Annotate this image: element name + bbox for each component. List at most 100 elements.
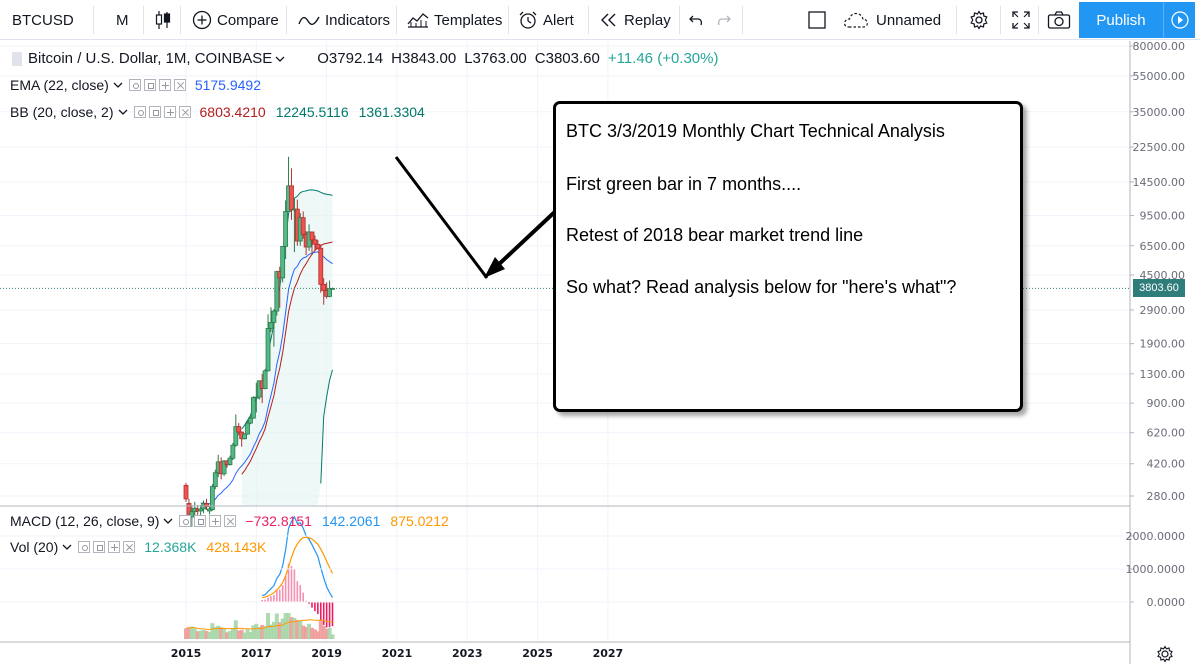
macd-signal-value: 875.0212 [390,513,449,529]
price-axis[interactable]: 80000.00 55000.00 35000.00 22500.00 14500.00… [1130,41,1185,503]
volume-bar [254,623,259,639]
candle [318,244,324,293]
chart-area[interactable]: 80000.00 55000.00 35000.00 22500.00 14500.00… [0,41,1200,664]
publish-button[interactable]: Publish [1079,2,1163,38]
add-icon[interactable] [158,79,171,91]
alert-button[interactable]: Alert [518,0,574,40]
price-axis-label: 1300.00 [1140,368,1186,381]
interval-label: M [116,11,129,29]
macd-hist-value: −732.8151 [245,513,312,529]
chevron-down-icon[interactable] [113,81,123,89]
macd-axis-label: 1000.0000 [1126,563,1186,576]
candle-body [283,211,289,247]
candle-body [271,310,277,323]
compare-button[interactable]: Compare [192,0,279,40]
price-axis-label: 22500.00 [1133,141,1186,154]
volume-bar [298,620,303,639]
candle-body [227,457,233,466]
close-icon[interactable] [173,79,186,91]
bb-legend[interactable]: BB (20, close, 2) 6803.4210 12245.5116 1… [10,104,435,120]
ema-legend-controls[interactable] [128,79,189,91]
chevron-down-icon[interactable] [163,517,173,525]
fullscreen-button[interactable] [1011,0,1031,40]
candle [250,396,256,419]
interval-button[interactable]: M [116,0,129,40]
candle [289,168,294,220]
templates-button[interactable]: Templates [407,0,502,40]
annotation-callout[interactable]: BTC 3/3/2019 Monthly Chart Technical Ana… [553,101,1023,412]
close-icon[interactable] [224,515,237,527]
publish-menu-button[interactable] [1163,2,1195,38]
annotation-line: Retest of 2018 bear market trend line [566,225,864,245]
volume-bar [309,627,314,639]
eye-icon[interactable] [78,541,91,553]
add-icon[interactable] [209,515,222,527]
gear-icon[interactable] [148,106,161,118]
price-axis-label: 280.00 [1147,490,1186,503]
volume-bar [227,631,232,639]
volume-bar [213,626,218,639]
toolbar-divider [1000,6,1001,34]
chart-settings-gear-icon[interactable] [1157,645,1173,663]
volume-bar [312,629,317,639]
volume-bar [219,627,224,639]
chevron-down-icon[interactable] [118,108,128,116]
compare-label: Compare [217,11,279,29]
volume-bar [198,630,203,639]
add-icon[interactable] [108,541,121,553]
gear-icon[interactable] [143,79,156,91]
bb-legend-controls[interactable] [133,106,194,118]
layout-name-button[interactable]: Unnamed [843,0,941,40]
price-axis-label: 14500.00 [1133,176,1186,189]
volume-bars [184,613,335,639]
chevron-down-icon[interactable] [62,543,72,551]
macd-legend[interactable]: MACD (12, 26, close, 9) −732.8151 142.20… [10,513,459,529]
candle-body [189,511,195,518]
gear-icon[interactable] [93,541,106,553]
candle [271,309,277,347]
replay-button[interactable]: Replay [599,0,671,40]
time-axis[interactable]: 2015 2017 2019 2021 2023 2025 2027 [171,647,624,660]
toolbar-divider [286,6,287,34]
annotation-arrow[interactable] [484,205,562,278]
redo-icon [717,15,731,26]
candle-body [256,380,262,398]
candle [256,380,262,400]
redo-button[interactable] [716,0,732,40]
ema-legend-name: EMA (22, close) [10,77,109,93]
gear-icon[interactable] [194,515,207,527]
undo-icon [689,15,703,26]
volume-bar [251,625,256,639]
instrument-logo-icon [12,51,22,66]
macd-axis[interactable]: 2000.0000 1000.0000 0.0000 [0,530,1185,609]
candle [265,314,271,372]
snapshot-button[interactable] [1047,0,1071,40]
chart-type-button[interactable] [154,0,172,40]
candle [233,414,239,447]
candle-body [262,370,268,389]
close-icon[interactable] [123,541,136,553]
annotation-line: First green bar in 7 months.... [566,174,802,194]
trend-line[interactable] [394,156,489,279]
top-toolbar: BTCUSD M Compare Indicators [0,0,1200,40]
candle-body [183,484,189,500]
vol-legend-controls[interactable] [78,541,138,553]
candle [300,211,306,239]
undo-button[interactable] [688,0,704,40]
close-icon[interactable] [178,106,191,118]
bollinger-fill [241,189,333,505]
eye-icon[interactable] [179,515,192,527]
macd-legend-controls[interactable] [179,515,239,527]
symbol-search-button[interactable]: BTCUSD [12,0,74,40]
eye-icon[interactable] [133,106,146,118]
ema-legend[interactable]: EMA (22, close) 5175.9492 [10,77,271,93]
instrument-name[interactable]: Bitcoin / U.S. Dollar, 1M, COINBASE [28,50,273,67]
add-icon[interactable] [163,106,176,118]
vol-legend[interactable]: Vol (20) 12.368K 428.143K [10,539,276,555]
eye-icon[interactable] [128,79,141,91]
chevron-down-icon[interactable] [275,55,285,63]
fullscreen-layout-toggle[interactable] [807,0,827,40]
indicators-button[interactable]: Indicators [298,0,390,40]
settings-button[interactable] [969,0,989,40]
candle [312,235,318,251]
